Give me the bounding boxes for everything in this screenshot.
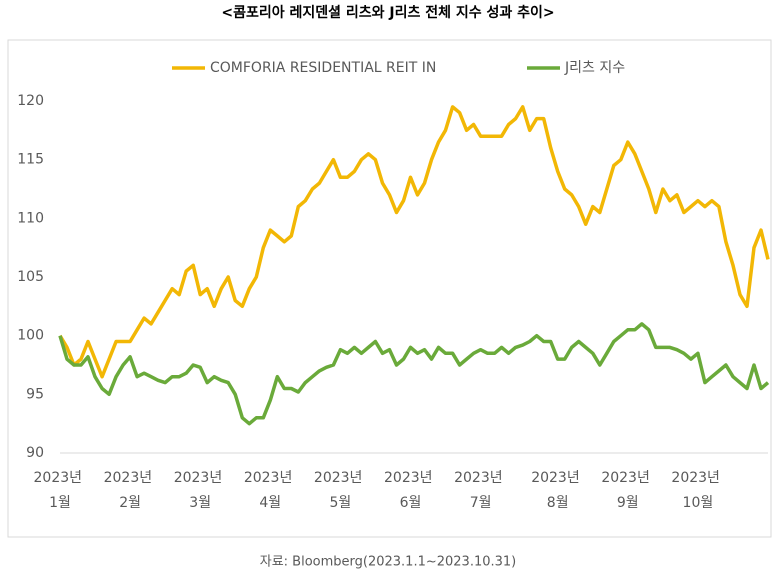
x-tick-label: 2023년 10월 [671,470,724,511]
y-tick-label: 120 [17,93,44,109]
x-tick-label: 2023년 1월 [34,470,87,511]
y-tick-label: 90 [26,445,44,461]
series-line [58,322,770,426]
x-tick-label: 2023년 7월 [454,470,507,511]
y-tick-label: 115 [17,152,44,168]
y-tick-label: 100 [17,328,44,344]
chart-frame [7,39,772,538]
y-tick-label: 110 [17,210,44,226]
legend-label: J리츠 지수 [564,60,625,76]
x-tick-label: 2023년 6월 [384,470,437,511]
series-line [58,105,770,379]
chart-title: <콤포리아 레지덴셜 리츠와 J리츠 전체 지수 성과 추이> [221,4,554,21]
x-tick-label: 2023년 4월 [244,470,297,511]
x-tick-label: 2023년 5월 [314,470,367,511]
x-tick-label: 2023년 9월 [601,470,654,511]
x-tick-label: 2023년 3월 [174,470,227,511]
source-note: 자료: Bloomberg(2023.1.1~2023.10.31) [260,555,517,570]
y-tick-label: 95 [26,386,44,402]
y-tick-label: 105 [17,269,44,285]
x-tick-label: 2023년 2월 [104,470,157,511]
legend-label: COMFORIA RESIDENTIAL REIT IN [210,60,436,76]
x-tick-label: 2023년 8월 [531,470,584,511]
